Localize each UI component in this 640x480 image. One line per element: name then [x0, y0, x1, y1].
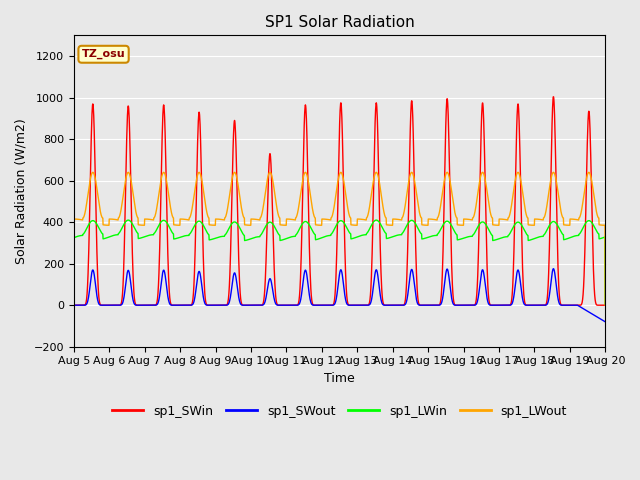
X-axis label: Time: Time [324, 372, 355, 385]
Legend: sp1_SWin, sp1_SWout, sp1_LWin, sp1_LWout: sp1_SWin, sp1_SWout, sp1_LWin, sp1_LWout [107, 400, 572, 423]
Text: TZ_osu: TZ_osu [82, 49, 125, 60]
Y-axis label: Solar Radiation (W/m2): Solar Radiation (W/m2) [15, 118, 28, 264]
Title: SP1 Solar Radiation: SP1 Solar Radiation [264, 15, 414, 30]
